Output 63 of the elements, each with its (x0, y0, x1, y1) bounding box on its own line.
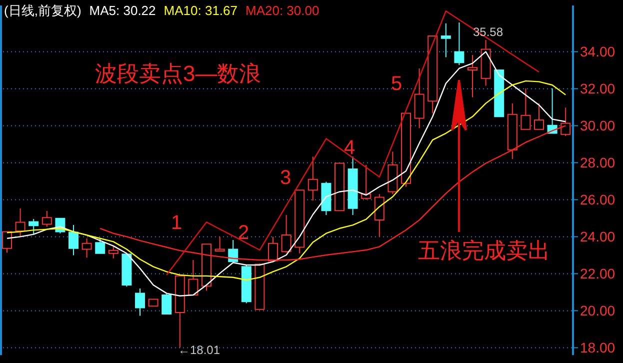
candlestick (388, 151, 398, 195)
y-tick-label: 28.00 (580, 154, 616, 171)
candlestick (480, 40, 491, 86)
y-tick-label: 26.00 (580, 192, 616, 208)
annotation: 3 (280, 167, 292, 189)
candlestick (228, 240, 238, 262)
y-tick-label: 32.00 (580, 80, 616, 97)
candlestick (507, 102, 518, 160)
candlestick (440, 22, 451, 58)
candlestick (401, 112, 411, 188)
candlestick (560, 107, 571, 137)
candlestick (122, 254, 132, 288)
annotation: ←18.01 (178, 343, 220, 357)
candlestick (28, 218, 39, 235)
candlestick (42, 210, 52, 228)
text: MA20: 30.00 (246, 3, 320, 18)
candlestick (202, 244, 212, 292)
candlestick (135, 288, 145, 316)
candlestick (494, 70, 504, 118)
annotation: 2 (238, 222, 250, 244)
candlestick (15, 208, 26, 238)
annotation: 波段卖点3—数浪 (95, 61, 262, 86)
candlestick (188, 260, 198, 296)
candlestick (468, 54, 478, 98)
line-series (6, 51, 566, 296)
candlestick (82, 238, 92, 258)
text: MA5: 30.22 (89, 3, 156, 18)
y-tick-label: 34.00 (580, 44, 616, 60)
candlestick (308, 156, 318, 202)
candlestick (374, 194, 384, 238)
y-tick-label: 22.00 (580, 266, 616, 282)
candlestick (148, 298, 158, 307)
chart-title: (日线,前复权) (4, 3, 82, 18)
candlestick (348, 156, 358, 216)
y-tick-label: 24.00 (580, 228, 616, 245)
annotation: 4 (344, 137, 356, 159)
candlestick (68, 224, 78, 256)
candlestick (241, 264, 252, 304)
text: MA10: 31.67 (164, 3, 238, 18)
candlestick (414, 68, 424, 129)
candlestick (268, 236, 278, 262)
candlestick (254, 262, 265, 310)
candlestick (95, 238, 106, 254)
candlestick (428, 35, 438, 114)
candlestick (294, 190, 305, 254)
line-series (100, 125, 566, 261)
annotation: 五浪完成卖出 (418, 238, 550, 263)
candlestick (214, 236, 225, 252)
candlestick (454, 22, 464, 66)
candlestick (2, 230, 12, 254)
candlestick (334, 162, 344, 212)
y-tick-label: 20.00 (580, 302, 616, 319)
candlestick (520, 88, 531, 130)
candlestick (162, 294, 172, 315)
y-tick-label: 30.00 (580, 118, 616, 134)
candlestick (108, 245, 118, 259)
candlestick (534, 102, 544, 130)
candlestick (281, 214, 292, 254)
annotation: 1 (171, 212, 182, 234)
candlestick (361, 164, 372, 200)
y-tick-label: 18.00 (580, 340, 616, 356)
annotation: 5 (391, 73, 402, 95)
candlestick (321, 181, 332, 216)
